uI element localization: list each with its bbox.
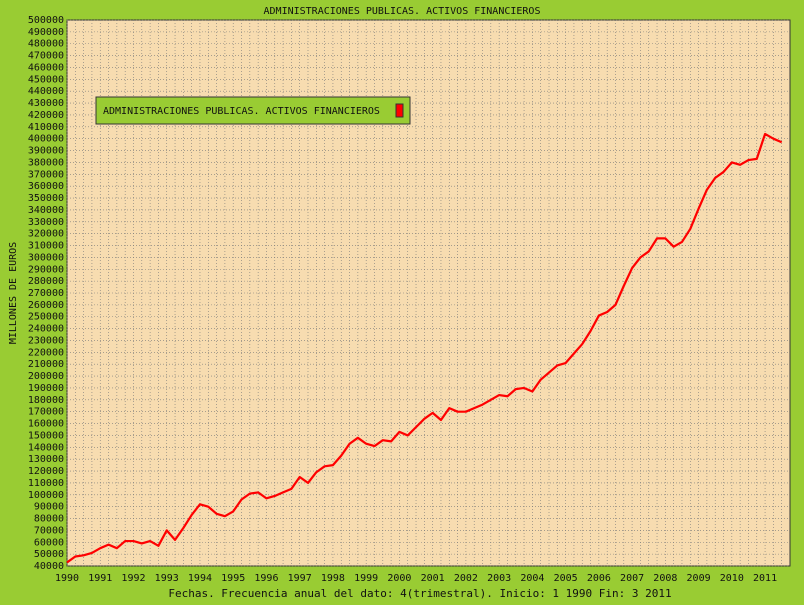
- y-tick-label: 290000: [28, 264, 64, 275]
- x-tick-label: 2004: [520, 573, 544, 584]
- y-tick-label: 350000: [28, 193, 64, 204]
- y-tick-label: 80000: [34, 514, 64, 525]
- y-tick-label: 100000: [28, 490, 64, 501]
- y-tick-label: 200000: [28, 371, 64, 382]
- x-tick-label: 2011: [753, 573, 777, 584]
- y-tick-label: 410000: [28, 122, 64, 133]
- y-tick-label: 470000: [28, 51, 64, 62]
- y-tick-label: 460000: [28, 62, 64, 73]
- y-tick-label: 400000: [28, 134, 64, 145]
- y-tick-label: 440000: [28, 86, 64, 97]
- y-tick-label: 310000: [28, 241, 64, 252]
- x-tick-label: 2010: [720, 573, 744, 584]
- x-tick-label: 1997: [288, 573, 312, 584]
- y-tick-label: 240000: [28, 324, 64, 335]
- x-tick-label: 2005: [554, 573, 578, 584]
- y-tick-label: 50000: [34, 549, 64, 560]
- y-tick-label: 370000: [28, 169, 64, 180]
- y-tick-label: 450000: [28, 74, 64, 85]
- y-tick-label: 270000: [28, 288, 64, 299]
- legend-swatch: [395, 103, 404, 118]
- chart-title: ADMINISTRACIONES PUBLICAS. ACTIVOS FINAN…: [264, 6, 541, 17]
- x-tick-label: 2007: [620, 573, 644, 584]
- y-tick-label: 110000: [28, 478, 64, 489]
- x-tick-label: 2008: [653, 573, 677, 584]
- data-line: [66, 132, 783, 564]
- y-tick-label: 260000: [28, 300, 64, 311]
- y-tick-label: 210000: [28, 359, 64, 370]
- x-tick-label: 1993: [155, 573, 179, 584]
- y-tick-label: 430000: [28, 98, 64, 109]
- y-tick-label: 380000: [28, 157, 64, 168]
- y-tick-label: 140000: [28, 442, 64, 453]
- x-tick-label: 1995: [221, 573, 245, 584]
- x-tick-label: 2000: [387, 573, 411, 584]
- y-tick-label: 170000: [28, 407, 64, 418]
- y-tick-label: 330000: [28, 217, 64, 228]
- y-tick-label: 320000: [28, 229, 64, 240]
- y-tick-label: 390000: [28, 146, 64, 157]
- y-tick-label: 340000: [28, 205, 64, 216]
- x-tick-label: 2003: [487, 573, 511, 584]
- y-tick-label: 420000: [28, 110, 64, 121]
- y-tick-label: 150000: [28, 430, 64, 441]
- y-axis-label: MILLONES DE EUROS: [8, 242, 19, 344]
- x-tick-label: 1994: [188, 573, 212, 584]
- x-tick-label: 1990: [55, 573, 79, 584]
- y-tick-label: 230000: [28, 335, 64, 346]
- y-tick-label: 120000: [28, 466, 64, 477]
- x-tick-label: 2001: [421, 573, 445, 584]
- legend-box: [95, 96, 411, 125]
- y-tick-label: 300000: [28, 252, 64, 263]
- y-tick-label: 40000: [34, 561, 64, 572]
- y-tick-label: 250000: [28, 312, 64, 323]
- y-tick-label: 70000: [34, 525, 64, 536]
- y-tick-label: 500000: [28, 15, 64, 26]
- x-tick-label: 1998: [321, 573, 345, 584]
- legend-label: ADMINISTRACIONES PUBLICAS. ACTIVOS FINAN…: [103, 106, 380, 117]
- y-tick-label: 480000: [28, 39, 64, 50]
- x-tick-label: 2009: [687, 573, 711, 584]
- y-tick-label: 180000: [28, 395, 64, 406]
- y-tick-label: 160000: [28, 419, 64, 430]
- y-tick-label: 190000: [28, 383, 64, 394]
- x-tick-label: 1999: [354, 573, 378, 584]
- x-tick-label: 1996: [254, 573, 278, 584]
- x-tick-label: 2006: [587, 573, 611, 584]
- y-tick-label: 490000: [28, 27, 64, 38]
- x-tick-label: 1991: [88, 573, 112, 584]
- y-tick-label: 280000: [28, 276, 64, 287]
- y-tick-label: 130000: [28, 454, 64, 465]
- y-tick-label: 90000: [34, 502, 64, 513]
- legend: ADMINISTRACIONES PUBLICAS. ACTIVOS FINAN…: [95, 96, 411, 125]
- y-tick-label: 220000: [28, 347, 64, 358]
- x-tick-label: 1992: [121, 573, 145, 584]
- y-tick-label: 60000: [34, 537, 64, 548]
- y-tick-label: 360000: [28, 181, 64, 192]
- x-tick-label: 2002: [454, 573, 478, 584]
- x-axis-label: Fechas. Frecuencia anual del dato: 4(tri…: [168, 587, 671, 600]
